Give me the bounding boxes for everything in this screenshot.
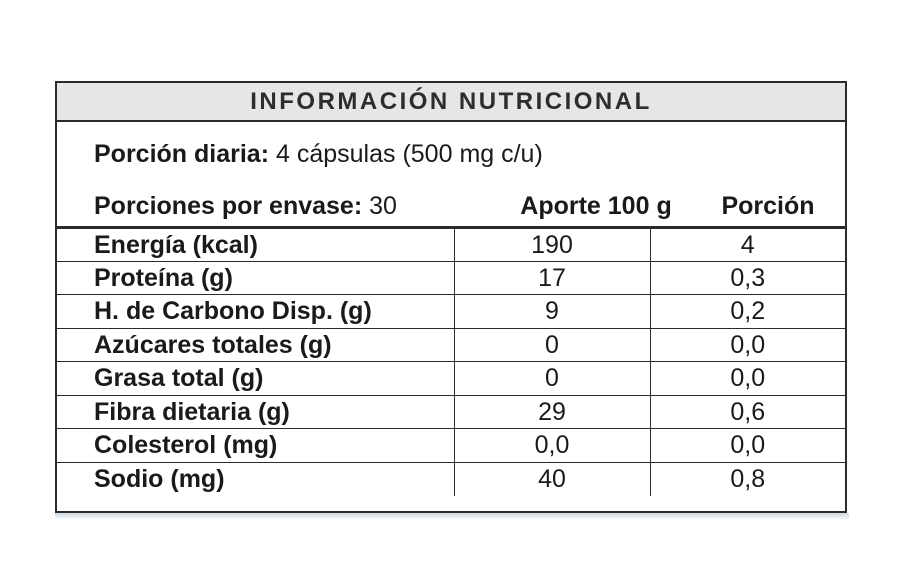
nutrient-per-100g: 0 [453, 328, 651, 362]
nutrient-per-100g: 17 [453, 261, 651, 295]
servings-per-container: Porciones por envase: 30 [94, 189, 397, 223]
nutrient-name: Colesterol (mg) [94, 431, 278, 460]
table-row: Colesterol (mg) 0,0 0,0 [57, 428, 845, 462]
nutrient-per-100g: 9 [453, 294, 651, 328]
nutrient-per-100g: 190 [453, 227, 651, 261]
nutrient-name: Energía (kcal) [94, 230, 258, 259]
servings-per-container-label: Porciones por envase: [94, 192, 363, 220]
table-row: Fibra dietaria (g) 29 0,6 [57, 395, 845, 429]
nutrient-per-serving: 0,0 [730, 431, 766, 460]
nutrient-name: Azúcares totales (g) [94, 330, 332, 359]
column-header-per-100g: Aporte 100 g [520, 192, 672, 220]
nutrient-per-serving: 0,6 [730, 397, 766, 426]
nutrient-per-100g: 29 [453, 395, 651, 429]
nutrient-name: Sodio (mg) [94, 465, 225, 493]
nutrition-table: Energía (kcal) 190 4 Proteína (g) 17 0,3… [57, 226, 845, 496]
serving-size-value: 4 cápsulas (500 mg c/u) [269, 140, 543, 168]
nutrient-name: Fibra dietaria (g) [94, 397, 290, 426]
nutrient-per-serving: 0,8 [730, 465, 766, 493]
nutrient-per-100g: 40 [453, 462, 651, 496]
table-row: Energía (kcal) 190 4 [57, 227, 845, 261]
table-row: Azúcares totales (g) 0 0,0 [57, 328, 845, 362]
servings-per-container-value: 30 [362, 192, 397, 220]
column-header-per-serving: Porción [721, 192, 815, 220]
serving-size-label: Porción diaria: [94, 140, 270, 168]
nutrient-per-100g: 0,0 [453, 428, 651, 462]
panel-bottom-shadow [55, 513, 849, 519]
nutrition-facts-panel: INFORMACIÓN NUTRICIONAL Porción diaria: … [55, 81, 847, 513]
nutrient-per-serving: 0,0 [730, 364, 766, 393]
nutrient-per-serving: 0,3 [730, 263, 766, 292]
serving-size-line: Porción diaria: 4 cápsulas (500 mg c/u) [94, 139, 543, 169]
nutrient-name: Proteína (g) [94, 263, 233, 292]
table-header-row: Porciones por envase: 30 Aporte 100 g Po… [94, 189, 845, 223]
nutrient-per-100g: 0 [453, 361, 651, 395]
table-row: Grasa total (g) 0 0,0 [57, 361, 845, 395]
nutrient-per-serving: 0,2 [730, 297, 766, 326]
nutrient-per-serving: 0,0 [730, 330, 766, 359]
nutrient-per-serving: 4 [740, 230, 755, 259]
table-row: H. de Carbono Disp. (g) 9 0,2 [57, 294, 845, 328]
nutrient-name: Grasa total (g) [94, 364, 264, 393]
table-row: Proteína (g) 17 0,3 [57, 261, 845, 295]
nutrient-name: H. de Carbono Disp. (g) [94, 297, 372, 326]
table-row: Sodio (mg) 40 0,8 [57, 462, 845, 496]
nutrition-title: INFORMACIÓN NUTRICIONAL [57, 83, 845, 122]
